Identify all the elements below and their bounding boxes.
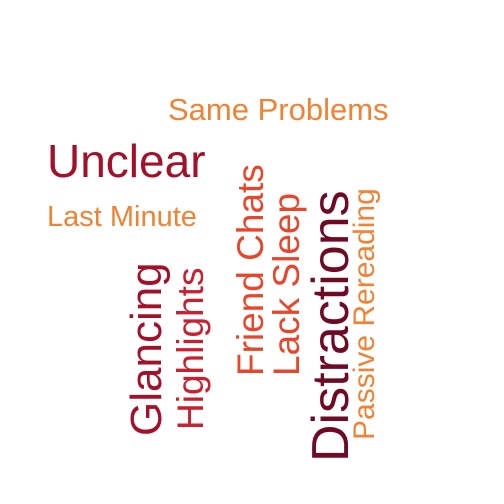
word-unclear: Unclear xyxy=(47,135,206,187)
word-friend-chats: Friend Chats xyxy=(230,164,271,376)
word-lack-sleep: Lack Sleep xyxy=(266,192,307,376)
word-same-problems: Same Problems xyxy=(168,92,389,127)
word-highlights: Highlights xyxy=(170,267,211,430)
word-passive-rereading: Passive Rereading xyxy=(348,188,381,440)
word-last-minute: Last Minute xyxy=(47,201,197,233)
word-glancing: Glancing xyxy=(122,262,171,436)
